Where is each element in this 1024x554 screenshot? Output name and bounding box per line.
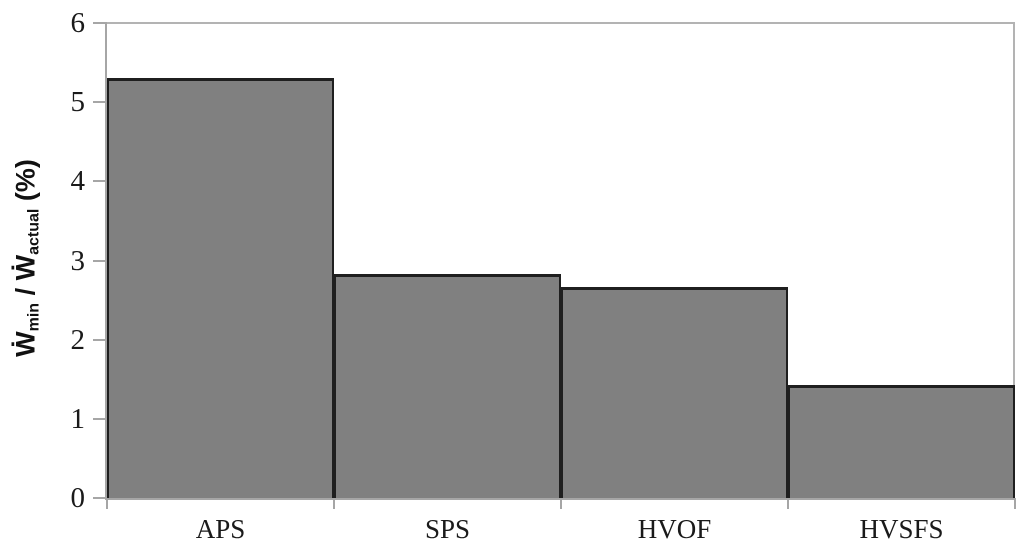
y-axis-tick-4	[93, 180, 105, 183]
y-axis-tick-0	[93, 497, 105, 499]
x-label-aps: APS	[195, 514, 246, 544]
x-axis-tick-3	[787, 498, 789, 509]
y-axis-tick-5	[93, 101, 105, 104]
x-label-hvof: HVOF	[637, 514, 712, 544]
plot-area	[105, 22, 1015, 499]
x-axis-tick-1	[333, 498, 335, 509]
y-tick-label-5: 5	[70, 86, 86, 119]
x-label-sps: SPS	[424, 514, 471, 544]
y-tick-label-6: 6	[70, 7, 86, 39]
bar-sps	[334, 273, 561, 498]
y-tick-label-0: 0	[70, 482, 86, 514]
y-axis-tick-2	[93, 338, 105, 341]
bar-hvsfs	[788, 384, 1015, 498]
y-axis-tick-6	[93, 22, 105, 24]
ylabel-separator: /	[10, 280, 41, 303]
y-tick-label-1: 1	[70, 402, 86, 435]
bar-aps	[107, 78, 334, 498]
bar-hvof	[561, 286, 788, 498]
x-label-hvsfs: HVSFS	[859, 514, 944, 544]
x-axis-tick-4	[1014, 498, 1016, 509]
y-tick-label-3: 3	[70, 244, 86, 277]
y-axis-tick-1	[93, 417, 105, 420]
x-axis-tick-0	[106, 498, 108, 509]
y-tick-label-4: 4	[70, 165, 86, 198]
y-axis-tick-3	[93, 259, 105, 262]
y-tick-label-2: 2	[70, 323, 86, 356]
x-axis-tick-2	[560, 498, 562, 509]
y-axis-line	[105, 22, 107, 500]
